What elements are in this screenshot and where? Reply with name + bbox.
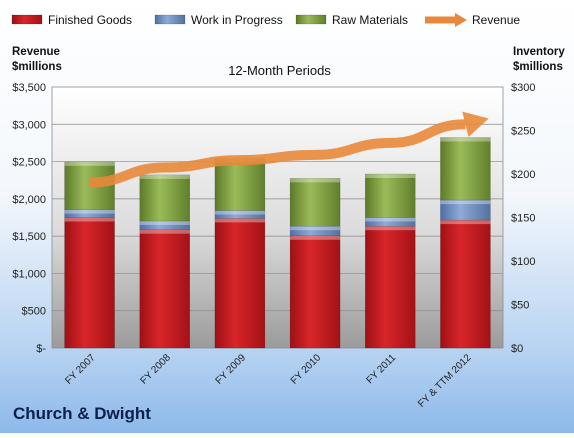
left-tick-label: $500 <box>22 306 46 318</box>
bar-segment <box>289 178 341 227</box>
bar-segment-highlight <box>290 226 341 231</box>
bar-segment-highlight <box>440 220 491 225</box>
left-tick-label: $3,000 <box>12 119 46 131</box>
right-tick-label: $200 <box>511 169 535 181</box>
bar-segment <box>289 235 341 349</box>
right-axis-title: Inventory <box>513 46 565 58</box>
legend-label: Raw Materials <box>332 13 408 27</box>
bar-segment-highlight <box>64 217 115 222</box>
bar-segment-highlight <box>290 235 341 240</box>
chart-title: 12-Month Periods <box>228 63 331 78</box>
bar-segment-highlight <box>214 218 265 223</box>
bar-segment-highlight <box>365 217 416 222</box>
bar-segment <box>365 173 416 218</box>
right-axis-title: $millions <box>513 61 563 73</box>
bar-segment-highlight <box>365 226 416 231</box>
legend-swatch <box>11 14 43 25</box>
bar-segment-highlight <box>290 178 341 183</box>
left-tick-label: $- <box>36 343 46 355</box>
right-tick-label: $300 <box>511 82 535 94</box>
bar-segment-highlight <box>64 161 115 166</box>
category-label: FY & TTM 2012 <box>416 352 474 410</box>
legend-label: Finished Goods <box>48 13 132 27</box>
left-tick-label: $1,500 <box>12 231 46 243</box>
bar-segment <box>214 158 266 211</box>
bar-segment-highlight <box>214 210 265 215</box>
category-label: FY 2007 <box>63 352 98 387</box>
company-name: Church & Dwight <box>13 404 151 423</box>
left-tick-label: $3,500 <box>12 82 46 94</box>
right-tick-label: $100 <box>511 256 535 268</box>
bar-segment <box>214 218 266 349</box>
bar-segment <box>64 217 115 349</box>
legend-label: Revenue <box>472 13 520 27</box>
right-tick-label: $0 <box>511 343 523 355</box>
category-label: FY 2009 <box>214 352 249 387</box>
revenue-arrowhead <box>462 111 489 137</box>
legend-label: Work in Progress <box>191 13 283 27</box>
bar-segment-highlight <box>139 229 190 234</box>
bar-segment-highlight <box>440 137 491 142</box>
legend-swatch <box>295 14 327 25</box>
bar-segment-highlight <box>139 174 190 179</box>
category-label: FY 2010 <box>289 352 324 387</box>
left-tick-label: $2,000 <box>12 194 46 206</box>
bar-segment-highlight <box>64 209 115 214</box>
bar-segment <box>139 174 190 222</box>
bar-segment <box>440 219 491 349</box>
bar-segment <box>139 229 190 349</box>
bar-segment-highlight <box>139 220 190 225</box>
left-axis-title: $millions <box>12 61 62 73</box>
revenue-line <box>89 119 466 188</box>
category-label: FY 2008 <box>138 352 173 387</box>
category-label: FY 2011 <box>365 352 399 386</box>
bar-segment <box>440 137 491 201</box>
right-tick-label: $150 <box>511 213 535 225</box>
bar-segment-highlight <box>365 174 416 178</box>
legend-swatch-arrow <box>455 13 467 27</box>
left-axis-title: Revenue <box>12 46 60 58</box>
legend-swatch <box>154 14 186 25</box>
bar-segment <box>365 225 416 349</box>
right-tick-label: $250 <box>511 126 535 138</box>
left-tick-label: $1,000 <box>12 268 46 280</box>
left-tick-label: $2,500 <box>12 157 46 169</box>
bar-segment-highlight <box>440 200 491 205</box>
right-tick-label: $50 <box>511 300 529 312</box>
